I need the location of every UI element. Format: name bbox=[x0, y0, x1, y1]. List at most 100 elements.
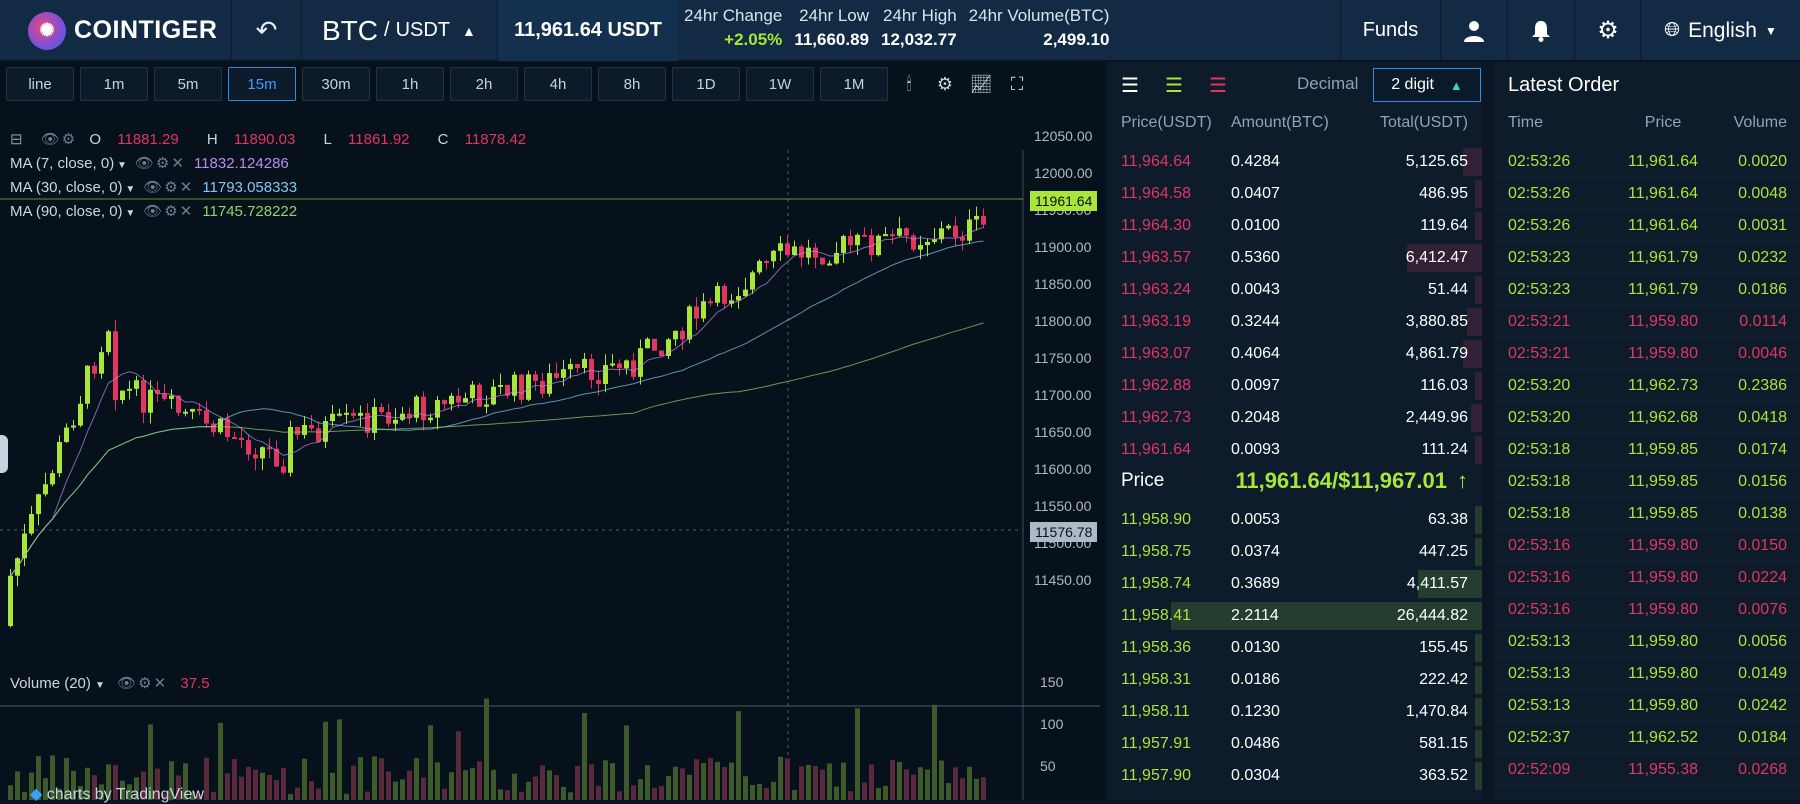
ma-legend-buttons[interactable]: 👁︎⚙✕ bbox=[134, 155, 186, 172]
volume-bar bbox=[890, 760, 895, 800]
trade-time: 02:53:26 bbox=[1508, 184, 1571, 202]
ma-legend-row: MA (90, close, 0) ▼ 👁︎⚙✕ 11745.728222 bbox=[10, 202, 297, 220]
bid-row[interactable]: 11,957.90 0.0304 363.52 bbox=[1107, 760, 1482, 792]
ask-row[interactable]: 11,964.58 0.0407 486.95 bbox=[1107, 178, 1482, 210]
volume-bar bbox=[274, 780, 279, 800]
asks-view-icon[interactable]: ☰ bbox=[1209, 74, 1227, 97]
caret-down-icon[interactable]: ▼ bbox=[122, 208, 136, 219]
bid-price: 11,958.31 bbox=[1121, 671, 1191, 688]
ask-row[interactable]: 11,963.19 0.3244 3,880.85 bbox=[1107, 306, 1482, 338]
funds-button[interactable]: Funds bbox=[1340, 0, 1440, 61]
orderbook-header: ☰ ☰ ☰ bbox=[1107, 62, 1482, 108]
ask-row[interactable]: 11,964.30 0.0100 119.64 bbox=[1107, 210, 1482, 242]
timeframe-1m-button[interactable]: 1m bbox=[80, 67, 148, 101]
candle-body bbox=[120, 390, 125, 401]
volume-indicator-label[interactable]: Volume (20) bbox=[10, 675, 91, 692]
settings-button[interactable]: ⚙ bbox=[1574, 0, 1641, 61]
trade-row: 02:53:18 11,959.85 0.0174 bbox=[1495, 434, 1800, 466]
bid-row[interactable]: 11,958.41 2.2114 26,444.82 bbox=[1107, 600, 1482, 632]
timeframe-line-button[interactable]: line bbox=[6, 67, 74, 101]
volume-bar bbox=[50, 755, 55, 800]
candle-body bbox=[540, 380, 545, 394]
timeframe-1h-button[interactable]: 1h bbox=[376, 67, 444, 101]
brand-logo[interactable]: ✺ COINTIGER bbox=[0, 0, 232, 61]
candle-body bbox=[477, 384, 482, 407]
ask-total: 2,449.96 bbox=[1405, 409, 1468, 426]
volume-bar bbox=[134, 777, 139, 800]
bid-row[interactable]: 11,958.90 0.0053 63.38 bbox=[1107, 504, 1482, 536]
timeframe-4h-button[interactable]: 4h bbox=[524, 67, 592, 101]
volume-bar bbox=[253, 769, 258, 800]
ask-row[interactable]: 11,964.64 0.4284 5,125.65 bbox=[1107, 146, 1482, 178]
both-sides-view-icon[interactable]: ☰ bbox=[1121, 74, 1139, 97]
timeframe-5m-button[interactable]: 5m bbox=[154, 67, 222, 101]
candle-body bbox=[764, 260, 769, 263]
caret-down-icon[interactable]: ▼ bbox=[95, 680, 105, 691]
candle-body bbox=[99, 352, 104, 374]
volume-bar bbox=[701, 763, 706, 800]
volume-bar bbox=[827, 763, 832, 800]
timeframe-15m-button[interactable]: 15m bbox=[228, 67, 296, 101]
ma-label[interactable]: MA (7, close, 0) bbox=[10, 155, 115, 172]
timeframe-1W-button[interactable]: 1W bbox=[746, 67, 814, 101]
indicators-icon[interactable]: 📈︎ bbox=[969, 73, 993, 94]
price-chart[interactable] bbox=[0, 106, 1105, 800]
settings-icon[interactable]: ⚙ bbox=[936, 73, 954, 94]
bid-row[interactable]: 11,958.11 0.1230 1,470.84 bbox=[1107, 696, 1482, 728]
caret-down-icon[interactable]: ▼ bbox=[122, 184, 136, 195]
volume-bar bbox=[92, 775, 97, 800]
decimal-select[interactable]: 2 digit ▲ bbox=[1373, 68, 1481, 102]
candle-body bbox=[953, 225, 958, 238]
account-button[interactable] bbox=[1440, 0, 1507, 61]
bid-row[interactable]: 11,958.31 0.0186 222.42 bbox=[1107, 664, 1482, 696]
ask-row[interactable]: 11,963.24 0.0043 51.44 bbox=[1107, 274, 1482, 306]
volume-bar bbox=[484, 698, 489, 800]
candle-body bbox=[64, 427, 69, 442]
pair-selector[interactable]: BTC / USDT ▲ bbox=[302, 0, 498, 61]
candle-type-icon[interactable]: 🕯︎ bbox=[906, 73, 912, 94]
orderbook-columns: Price(USDT) Amount(BTC) Total(USDT) bbox=[1107, 114, 1482, 144]
language-selector[interactable]: 🌐︎ English ▼ bbox=[1640, 0, 1800, 61]
ask-row[interactable]: 11,963.57 0.5360 6,412.47 bbox=[1107, 242, 1482, 274]
bid-row[interactable]: 11,958.75 0.0374 447.25 bbox=[1107, 536, 1482, 568]
timeframe-1M-button[interactable]: 1M bbox=[820, 67, 888, 101]
ma-legend-buttons[interactable]: 👁︎⚙✕ bbox=[143, 179, 195, 196]
notifications-button[interactable] bbox=[1507, 0, 1574, 61]
volume-axis-label: 100 bbox=[1040, 716, 1064, 732]
caret-down-icon[interactable]: ▼ bbox=[114, 160, 127, 171]
ask-row[interactable]: 11,963.07 0.4064 4,861.79 bbox=[1107, 338, 1482, 370]
legend-buttons[interactable]: 👁︎⚙ bbox=[40, 131, 78, 148]
volume-bar bbox=[302, 758, 307, 800]
bid-row[interactable]: 11,958.36 0.0130 155.45 bbox=[1107, 632, 1482, 664]
tradingview-attribution[interactable]: ◆ charts by TradingView bbox=[30, 786, 204, 803]
timeframe-8h-button[interactable]: 8h bbox=[598, 67, 666, 101]
volume-bar bbox=[78, 786, 83, 800]
collapse-icon[interactable]: ⊟ bbox=[10, 131, 23, 148]
trade-price: 11,955.38 bbox=[1628, 760, 1698, 778]
ask-row[interactable]: 11,962.73 0.2048 2,449.96 bbox=[1107, 402, 1482, 434]
side-panel-handle[interactable] bbox=[0, 435, 8, 473]
volume-legend-buttons[interactable]: 👁︎⚙✕ bbox=[117, 675, 169, 692]
fullscreen-icon[interactable]: ⛶ bbox=[1010, 73, 1024, 94]
ma-label[interactable]: MA (30, close, 0) bbox=[10, 179, 123, 196]
timeframe-1D-button[interactable]: 1D bbox=[672, 67, 740, 101]
back-button[interactable]: ↶ bbox=[232, 0, 302, 61]
timeframe-2h-button[interactable]: 2h bbox=[450, 67, 518, 101]
tradingview-icon: ◆ bbox=[30, 786, 43, 803]
bid-row[interactable]: 11,958.74 0.3689 4,411.57 bbox=[1107, 568, 1482, 600]
volume-bar bbox=[666, 776, 671, 800]
depth-bar bbox=[1463, 340, 1482, 368]
stat-label: 24hr Change bbox=[684, 6, 783, 25]
ask-row[interactable]: 11,961.64 0.0093 111.24 bbox=[1107, 434, 1482, 466]
bid-row[interactable]: 11,957.91 0.0486 581.15 bbox=[1107, 728, 1482, 760]
ma-label[interactable]: MA (90, close, 0) bbox=[10, 203, 123, 220]
bids-view-icon[interactable]: ☰ bbox=[1165, 74, 1183, 97]
candle-body bbox=[554, 373, 559, 378]
globe-icon: 🌐︎ bbox=[1664, 19, 1681, 41]
ask-total: 486.95 bbox=[1419, 185, 1468, 202]
ask-row[interactable]: 11,962.88 0.0097 116.03 bbox=[1107, 370, 1482, 402]
volume-bar bbox=[288, 794, 293, 800]
ma-legend-buttons[interactable]: 👁︎⚙✕ bbox=[143, 203, 195, 220]
volume-bar bbox=[204, 757, 209, 800]
timeframe-30m-button[interactable]: 30m bbox=[302, 67, 370, 101]
